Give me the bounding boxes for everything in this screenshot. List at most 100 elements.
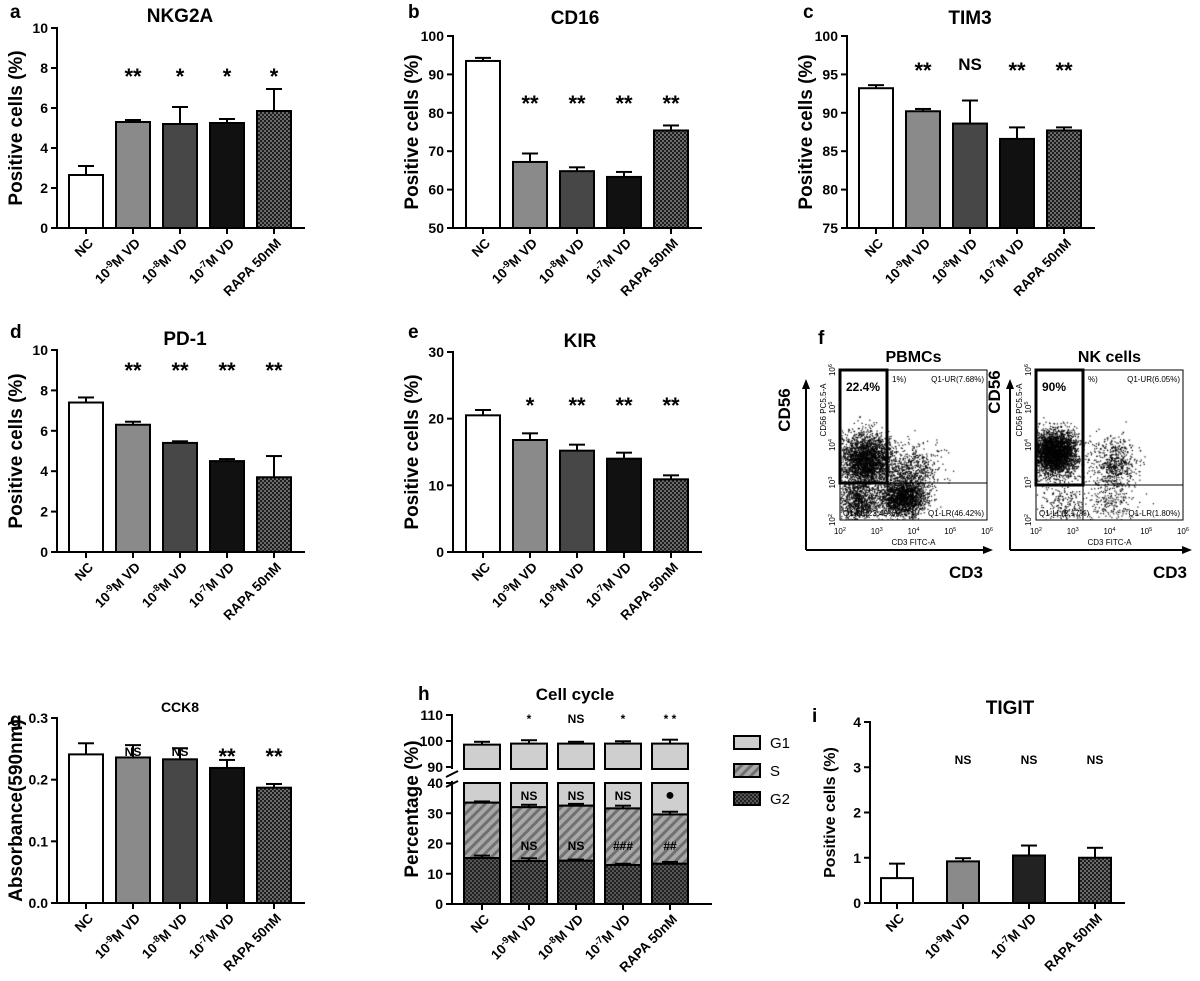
y-tick-label: 106	[828, 364, 837, 376]
bar	[653, 478, 689, 554]
bar-g1-lower	[651, 782, 689, 816]
bar	[946, 860, 980, 904]
label-superscript: 3	[880, 527, 883, 533]
y-tick-label: 10	[427, 866, 443, 882]
significance-label: NS	[958, 55, 982, 74]
x-tick-label: NC	[72, 235, 97, 260]
label-superscript: 4	[916, 527, 919, 533]
significance-label: **	[265, 744, 283, 769]
bar	[256, 476, 292, 554]
panel-letter: f	[818, 328, 825, 349]
label-superscript: 3	[1024, 476, 1030, 479]
significance-label: **	[124, 64, 142, 89]
label-rest: M VD	[109, 910, 144, 945]
x-axis-label: CD3	[949, 563, 983, 582]
y-axis-label: CD56	[985, 370, 1004, 413]
y-tick-label: 0.2	[29, 772, 49, 788]
significance-label: NS	[1087, 753, 1104, 767]
significance-label: **	[265, 358, 283, 383]
panel-letter: a	[10, 2, 21, 23]
legend-swatch-s	[733, 763, 761, 778]
significance-label: **	[171, 358, 189, 383]
label-rest: M VD	[506, 559, 541, 594]
label-base: 10	[1024, 442, 1033, 451]
y-tick-label: 80	[822, 182, 838, 198]
bar-g1-lower	[463, 782, 501, 804]
bar	[999, 137, 1035, 229]
y-tick-label: 1	[853, 850, 861, 866]
y-tick-label: 102	[828, 514, 837, 526]
bar-g1-upper	[463, 743, 501, 771]
label-superscript: 5	[828, 401, 834, 404]
legend-swatch-g2	[733, 791, 761, 806]
label-rest: M VD	[552, 911, 587, 946]
nk-scatter-dots	[1036, 370, 1183, 520]
bar	[115, 121, 151, 229]
y-tick-label: 50	[428, 220, 444, 236]
chart-title: CD16	[551, 8, 600, 29]
bar	[465, 59, 501, 229]
significance-label: **	[218, 744, 236, 769]
bar	[68, 753, 104, 905]
y-tick-label: 2	[40, 180, 48, 196]
label-rest: M VD	[203, 235, 238, 270]
label-base: 10	[1030, 527, 1039, 536]
label-rest: M VD	[156, 235, 191, 270]
y-tick-label: 30	[427, 805, 443, 821]
x-tick-label: 104	[907, 527, 919, 536]
label-base: 10	[1024, 404, 1033, 413]
x-tick-label: 10-9M VD	[91, 909, 143, 961]
arrow-up-icon	[802, 379, 810, 389]
y-tick-label: 90	[822, 105, 838, 121]
label-rest: M VD	[203, 559, 238, 594]
x-axis-label: CD3	[1153, 563, 1187, 582]
chart-title: TIM3	[948, 8, 991, 29]
label-base: 10	[981, 527, 990, 536]
y-tick-label: 6	[40, 100, 48, 116]
bar	[68, 174, 104, 229]
legend-label: S	[770, 763, 780, 780]
x-tick-label: 10-7M VD	[987, 909, 1039, 961]
arrow-right-icon	[983, 546, 993, 554]
y-tick-label: 20	[428, 411, 444, 427]
bar-s	[604, 807, 642, 866]
y-tick-label: 10	[428, 477, 444, 493]
axis-break-gap	[650, 770, 690, 780]
chart-title: TIGIT	[986, 698, 1035, 719]
y-axis-label: Absorbance(590nm)	[6, 719, 27, 902]
y-tick-label: 0	[435, 896, 443, 912]
label-superscript: 4	[828, 439, 834, 442]
chart-title: NKG2A	[147, 6, 214, 27]
bar-g2	[463, 857, 501, 906]
y-tick-label: 75	[822, 220, 838, 236]
y-tick-label: 110	[420, 707, 443, 723]
label-superscript: 2	[1024, 514, 1030, 517]
label-base: 10	[1024, 479, 1033, 488]
y-tick-label: 103	[1024, 476, 1033, 488]
x-tick-label: 106	[1177, 527, 1189, 536]
significance-top: NS	[568, 712, 585, 726]
y-axis-label: CD56	[775, 388, 794, 431]
y-tick-label: 104	[828, 439, 837, 451]
significance-top: *	[527, 712, 532, 726]
x-tick-label: 103	[871, 527, 883, 536]
y-tick-label: 90	[427, 759, 443, 775]
y-tick-label: 100	[420, 733, 444, 749]
label-rest: M VD	[993, 235, 1028, 270]
label-base: 10	[834, 527, 843, 536]
label-superscript: 5	[1024, 401, 1030, 404]
chart-title: Cell cycle	[536, 685, 614, 704]
bar	[880, 877, 914, 904]
significance-label: **	[568, 91, 586, 116]
label-superscript: 2	[1039, 527, 1042, 533]
y-tick-label: 40	[427, 775, 443, 791]
bar	[209, 766, 245, 905]
label-rest: M VD	[553, 559, 588, 594]
x-tick-label: NC	[883, 910, 908, 935]
y-tick-label: 105	[1024, 401, 1033, 413]
bar-g2	[510, 860, 548, 905]
bar	[162, 441, 198, 554]
bar	[256, 786, 292, 905]
